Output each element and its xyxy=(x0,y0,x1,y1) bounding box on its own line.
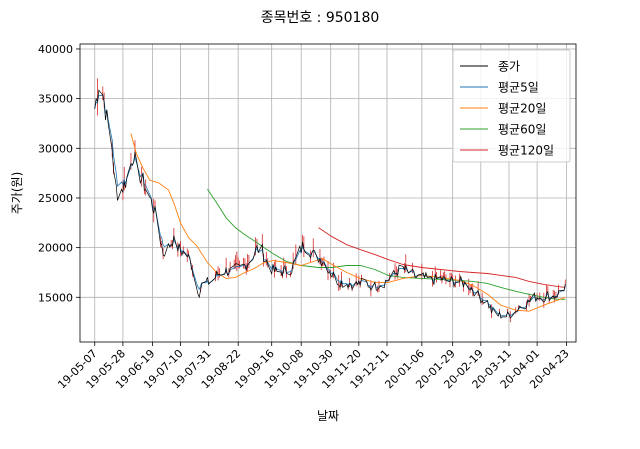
y-axis-label: 주가(원) xyxy=(10,172,24,214)
y-tick-label: 15000 xyxy=(38,291,73,304)
legend-box xyxy=(452,49,571,163)
y-tick-label: 30000 xyxy=(38,142,73,155)
y-tick-label: 25000 xyxy=(38,192,73,205)
legend-label: 평균20일 xyxy=(498,102,546,116)
legend-label: 평균120일 xyxy=(498,144,554,158)
legend-label: 종가 xyxy=(498,60,520,74)
series-lines xyxy=(94,78,566,323)
x-axis-label: 날짜 xyxy=(317,409,339,423)
chart-title: 종목번호 : 950180 xyxy=(261,10,380,26)
series-line-4 xyxy=(318,227,566,288)
grid xyxy=(80,44,576,342)
y-tick-label: 20000 xyxy=(38,242,73,255)
legend-label: 평균60일 xyxy=(498,123,546,137)
y-tick-label: 35000 xyxy=(38,93,73,106)
series-line-3 xyxy=(207,188,566,300)
y-tick-label: 40000 xyxy=(38,43,73,56)
series-line-close xyxy=(94,89,566,319)
legend-label: 평균5일 xyxy=(498,81,539,95)
plot-frame xyxy=(79,43,577,343)
series-line-2 xyxy=(130,133,566,312)
